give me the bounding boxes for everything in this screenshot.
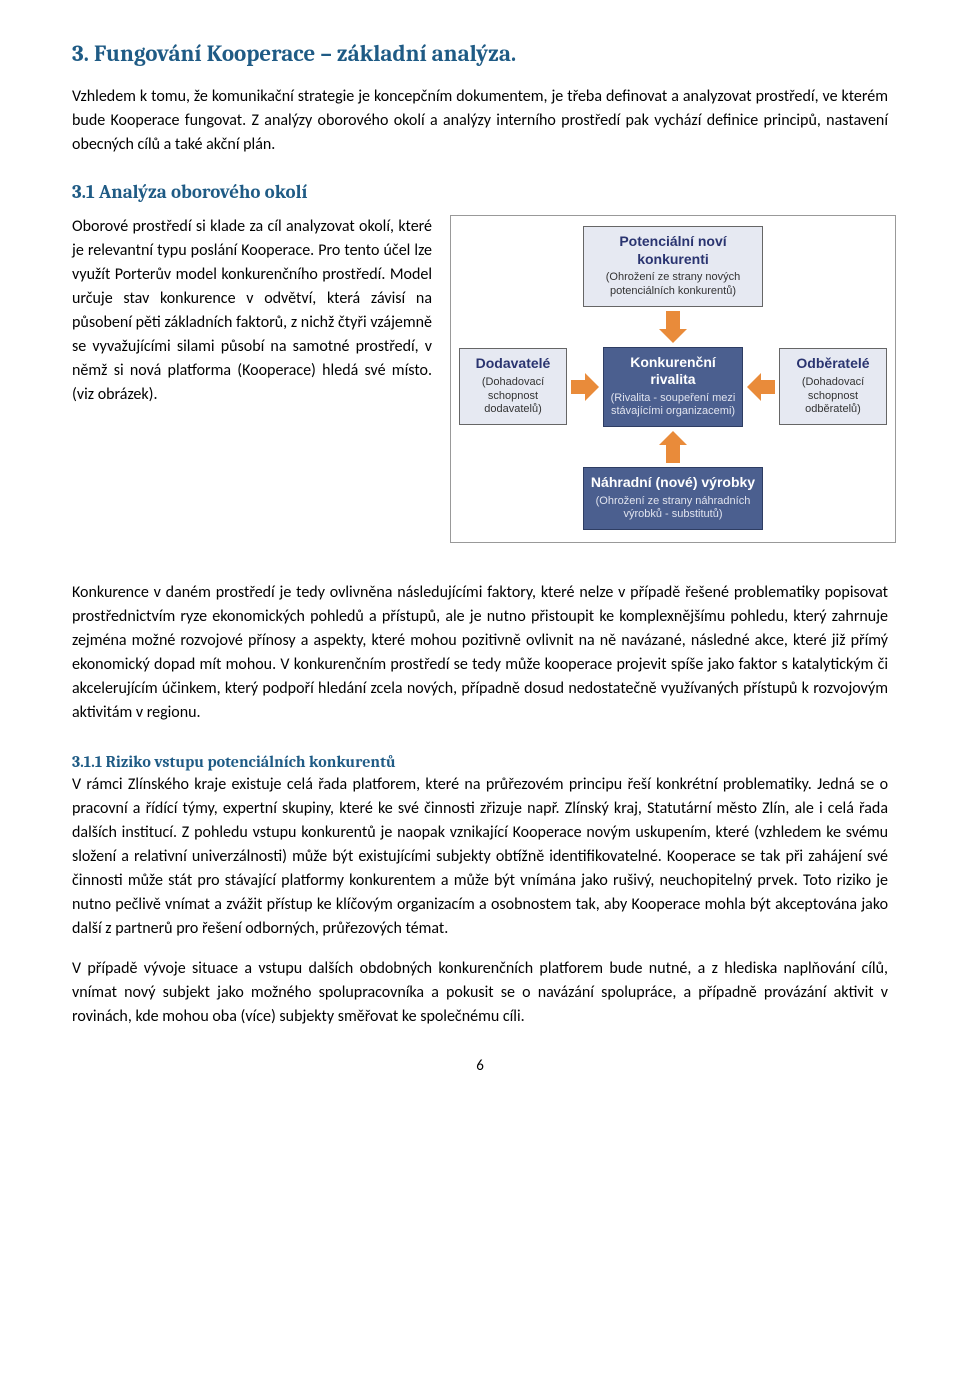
arrow-right-icon <box>571 373 599 401</box>
diagram-box-top-sub: (Ohrožení ze strany nových potenciálních… <box>590 271 756 299</box>
arrow-left-icon <box>747 373 775 401</box>
porter-diagram: Potenciální noví konkurenti (Ohrožení ze… <box>450 215 896 543</box>
diagram-box-bottom-title: Náhradní (nové) výrobky <box>590 474 756 492</box>
paragraph-column: Oborové prostředí si klade za cíl analyz… <box>72 215 432 407</box>
diagram-box-center-sub: (Rivalita - soupeření mezi stávajícími o… <box>610 392 736 420</box>
diagram-box-left-title: Dodavatelé <box>466 355 560 373</box>
diagram-box-center-title: Konkurenční rivalita <box>610 354 736 389</box>
diagram-box-top: Potenciální noví konkurenti (Ohrožení ze… <box>583 226 763 307</box>
diagram-box-bottom-sub: (Ohrožení ze strany náhradních výrobků -… <box>590 495 756 523</box>
paragraph-after-diagram: Konkurence v daném prostředí je tedy ovl… <box>72 581 888 725</box>
two-column-section: Oborové prostředí si klade za cíl analyz… <box>72 215 888 543</box>
paragraph-intro: Vzhledem k tomu, že komunikační strategi… <box>72 85 888 157</box>
diagram-box-center: Konkurenční rivalita (Rivalita - soupeře… <box>603 347 743 428</box>
diagram-box-left: Dodavatelé (Dohadovací schopnost dodavat… <box>459 348 567 425</box>
heading-3-1-1: 3.1.1 Riziko vstupu potenciálních konkur… <box>72 753 888 771</box>
heading-main: 3. Fungování Kooperace – základní analýz… <box>72 40 888 67</box>
arrow-down-icon <box>659 311 687 343</box>
heading-3-1: 3.1 Analýza oborového okolí <box>72 181 888 203</box>
diagram-middle-row: Dodavatelé (Dohadovací schopnost dodavat… <box>459 347 887 428</box>
diagram-box-right-sub: (Dohadovací schopnost odběratelů) <box>786 376 880 417</box>
page-number: 6 <box>72 1057 888 1075</box>
paragraph-riziko-2: V případě vývoje situace a vstupu dalšíc… <box>72 957 888 1029</box>
diagram-box-right: Odběratelé (Dohadovací schopnost odběrat… <box>779 348 887 425</box>
arrow-up-icon <box>659 431 687 463</box>
paragraph-riziko-1: V rámci Zlínského kraje existuje celá řa… <box>72 773 888 941</box>
diagram-box-left-sub: (Dohadovací schopnost dodavatelů) <box>466 376 560 417</box>
diagram-box-bottom: Náhradní (nové) výrobky (Ohrožení ze str… <box>583 467 763 530</box>
diagram-box-right-title: Odběratelé <box>786 355 880 373</box>
diagram-box-top-title: Potenciální noví konkurenti <box>590 233 756 268</box>
